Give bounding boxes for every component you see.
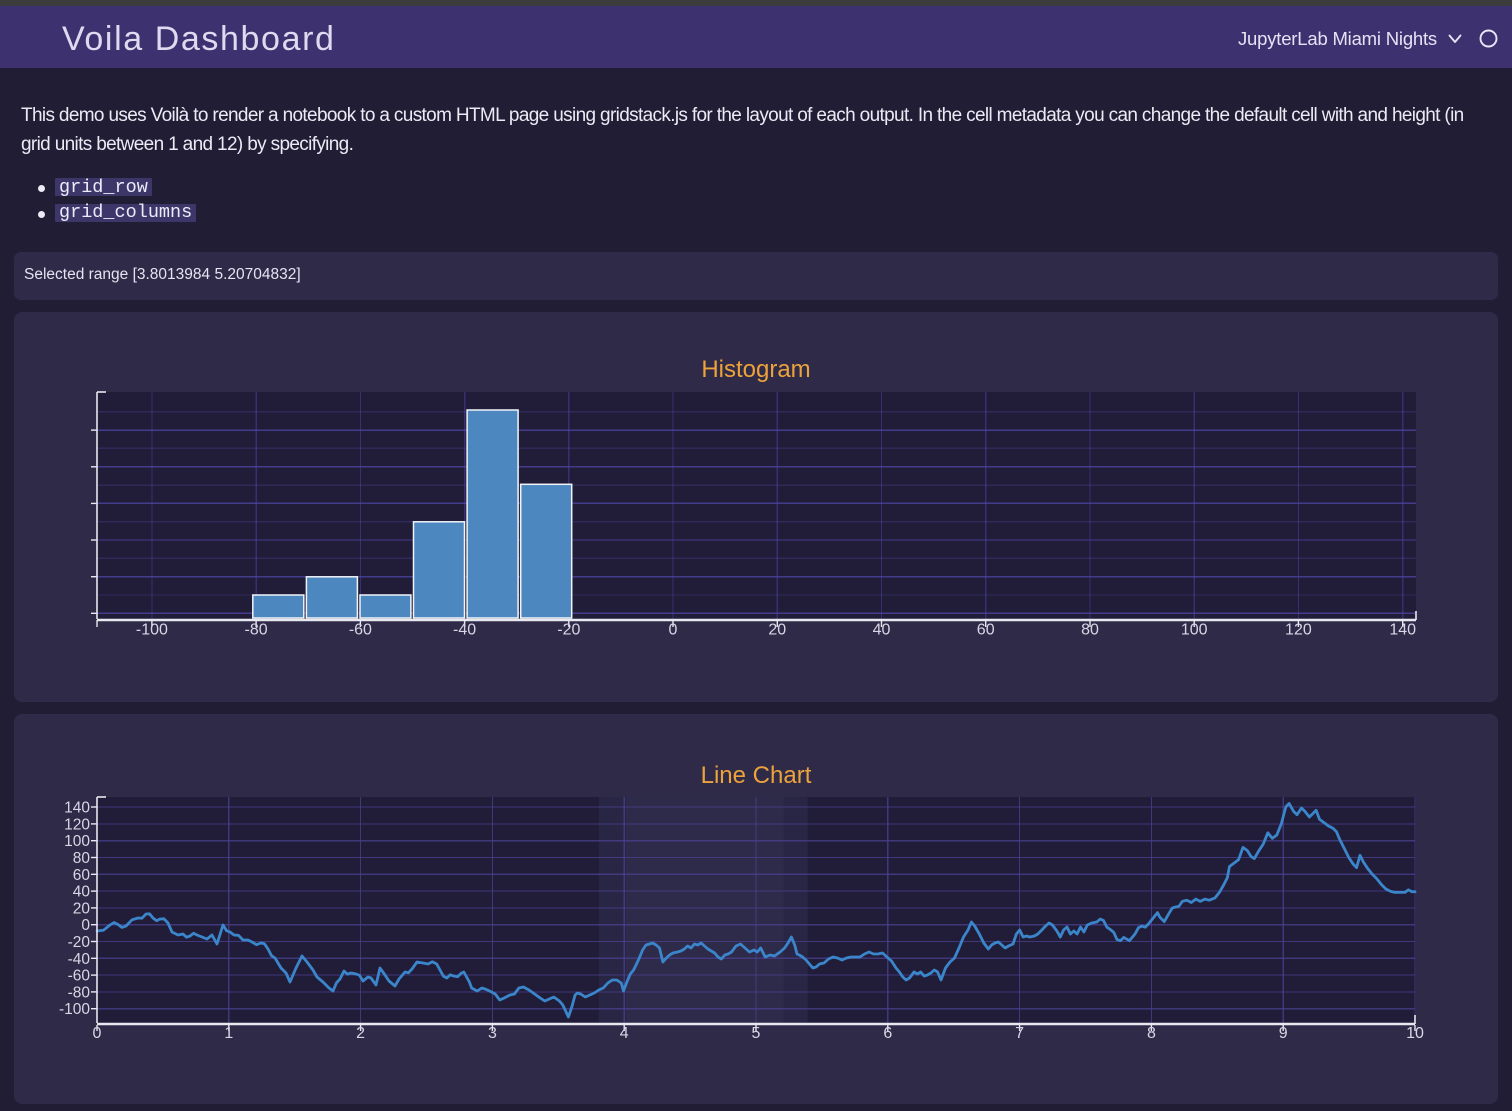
svg-text:-100: -100 [59, 1001, 90, 1018]
svg-text:-60: -60 [68, 968, 91, 985]
svg-text:4: 4 [620, 1025, 629, 1042]
svg-text:140: 140 [1389, 622, 1416, 639]
svg-text:40: 40 [73, 884, 91, 901]
svg-text:140: 140 [64, 800, 90, 817]
svg-text:60: 60 [73, 867, 91, 884]
svg-text:7: 7 [1015, 1025, 1024, 1042]
svg-text:-40: -40 [453, 622, 476, 639]
svg-text:0: 0 [93, 1025, 102, 1042]
svg-text:120: 120 [64, 816, 90, 833]
svg-text:100: 100 [1181, 622, 1208, 639]
svg-text:-60: -60 [349, 622, 372, 639]
svg-text:20: 20 [73, 900, 91, 917]
svg-text:-40: -40 [68, 951, 91, 968]
svg-text:5: 5 [752, 1025, 761, 1042]
svg-text:-80: -80 [68, 984, 91, 1001]
svg-text:2: 2 [356, 1025, 365, 1042]
svg-text:8: 8 [1147, 1025, 1156, 1042]
svg-text:-20: -20 [557, 622, 580, 639]
svg-text:20: 20 [768, 622, 786, 639]
svg-text:9: 9 [1279, 1025, 1288, 1042]
svg-text:3: 3 [488, 1025, 497, 1042]
svg-text:1: 1 [224, 1025, 233, 1042]
svg-text:80: 80 [73, 850, 91, 867]
svg-text:40: 40 [873, 622, 891, 639]
svg-text:-20: -20 [68, 934, 91, 951]
svg-text:100: 100 [64, 833, 90, 850]
svg-text:-100: -100 [136, 622, 168, 639]
svg-text:-80: -80 [245, 622, 268, 639]
svg-text:80: 80 [1081, 622, 1099, 639]
svg-text:60: 60 [977, 622, 995, 639]
svg-text:0: 0 [669, 622, 678, 639]
svg-text:0: 0 [81, 917, 90, 934]
svg-text:10: 10 [1406, 1025, 1424, 1042]
svg-text:6: 6 [883, 1025, 892, 1042]
svg-text:120: 120 [1285, 622, 1312, 639]
